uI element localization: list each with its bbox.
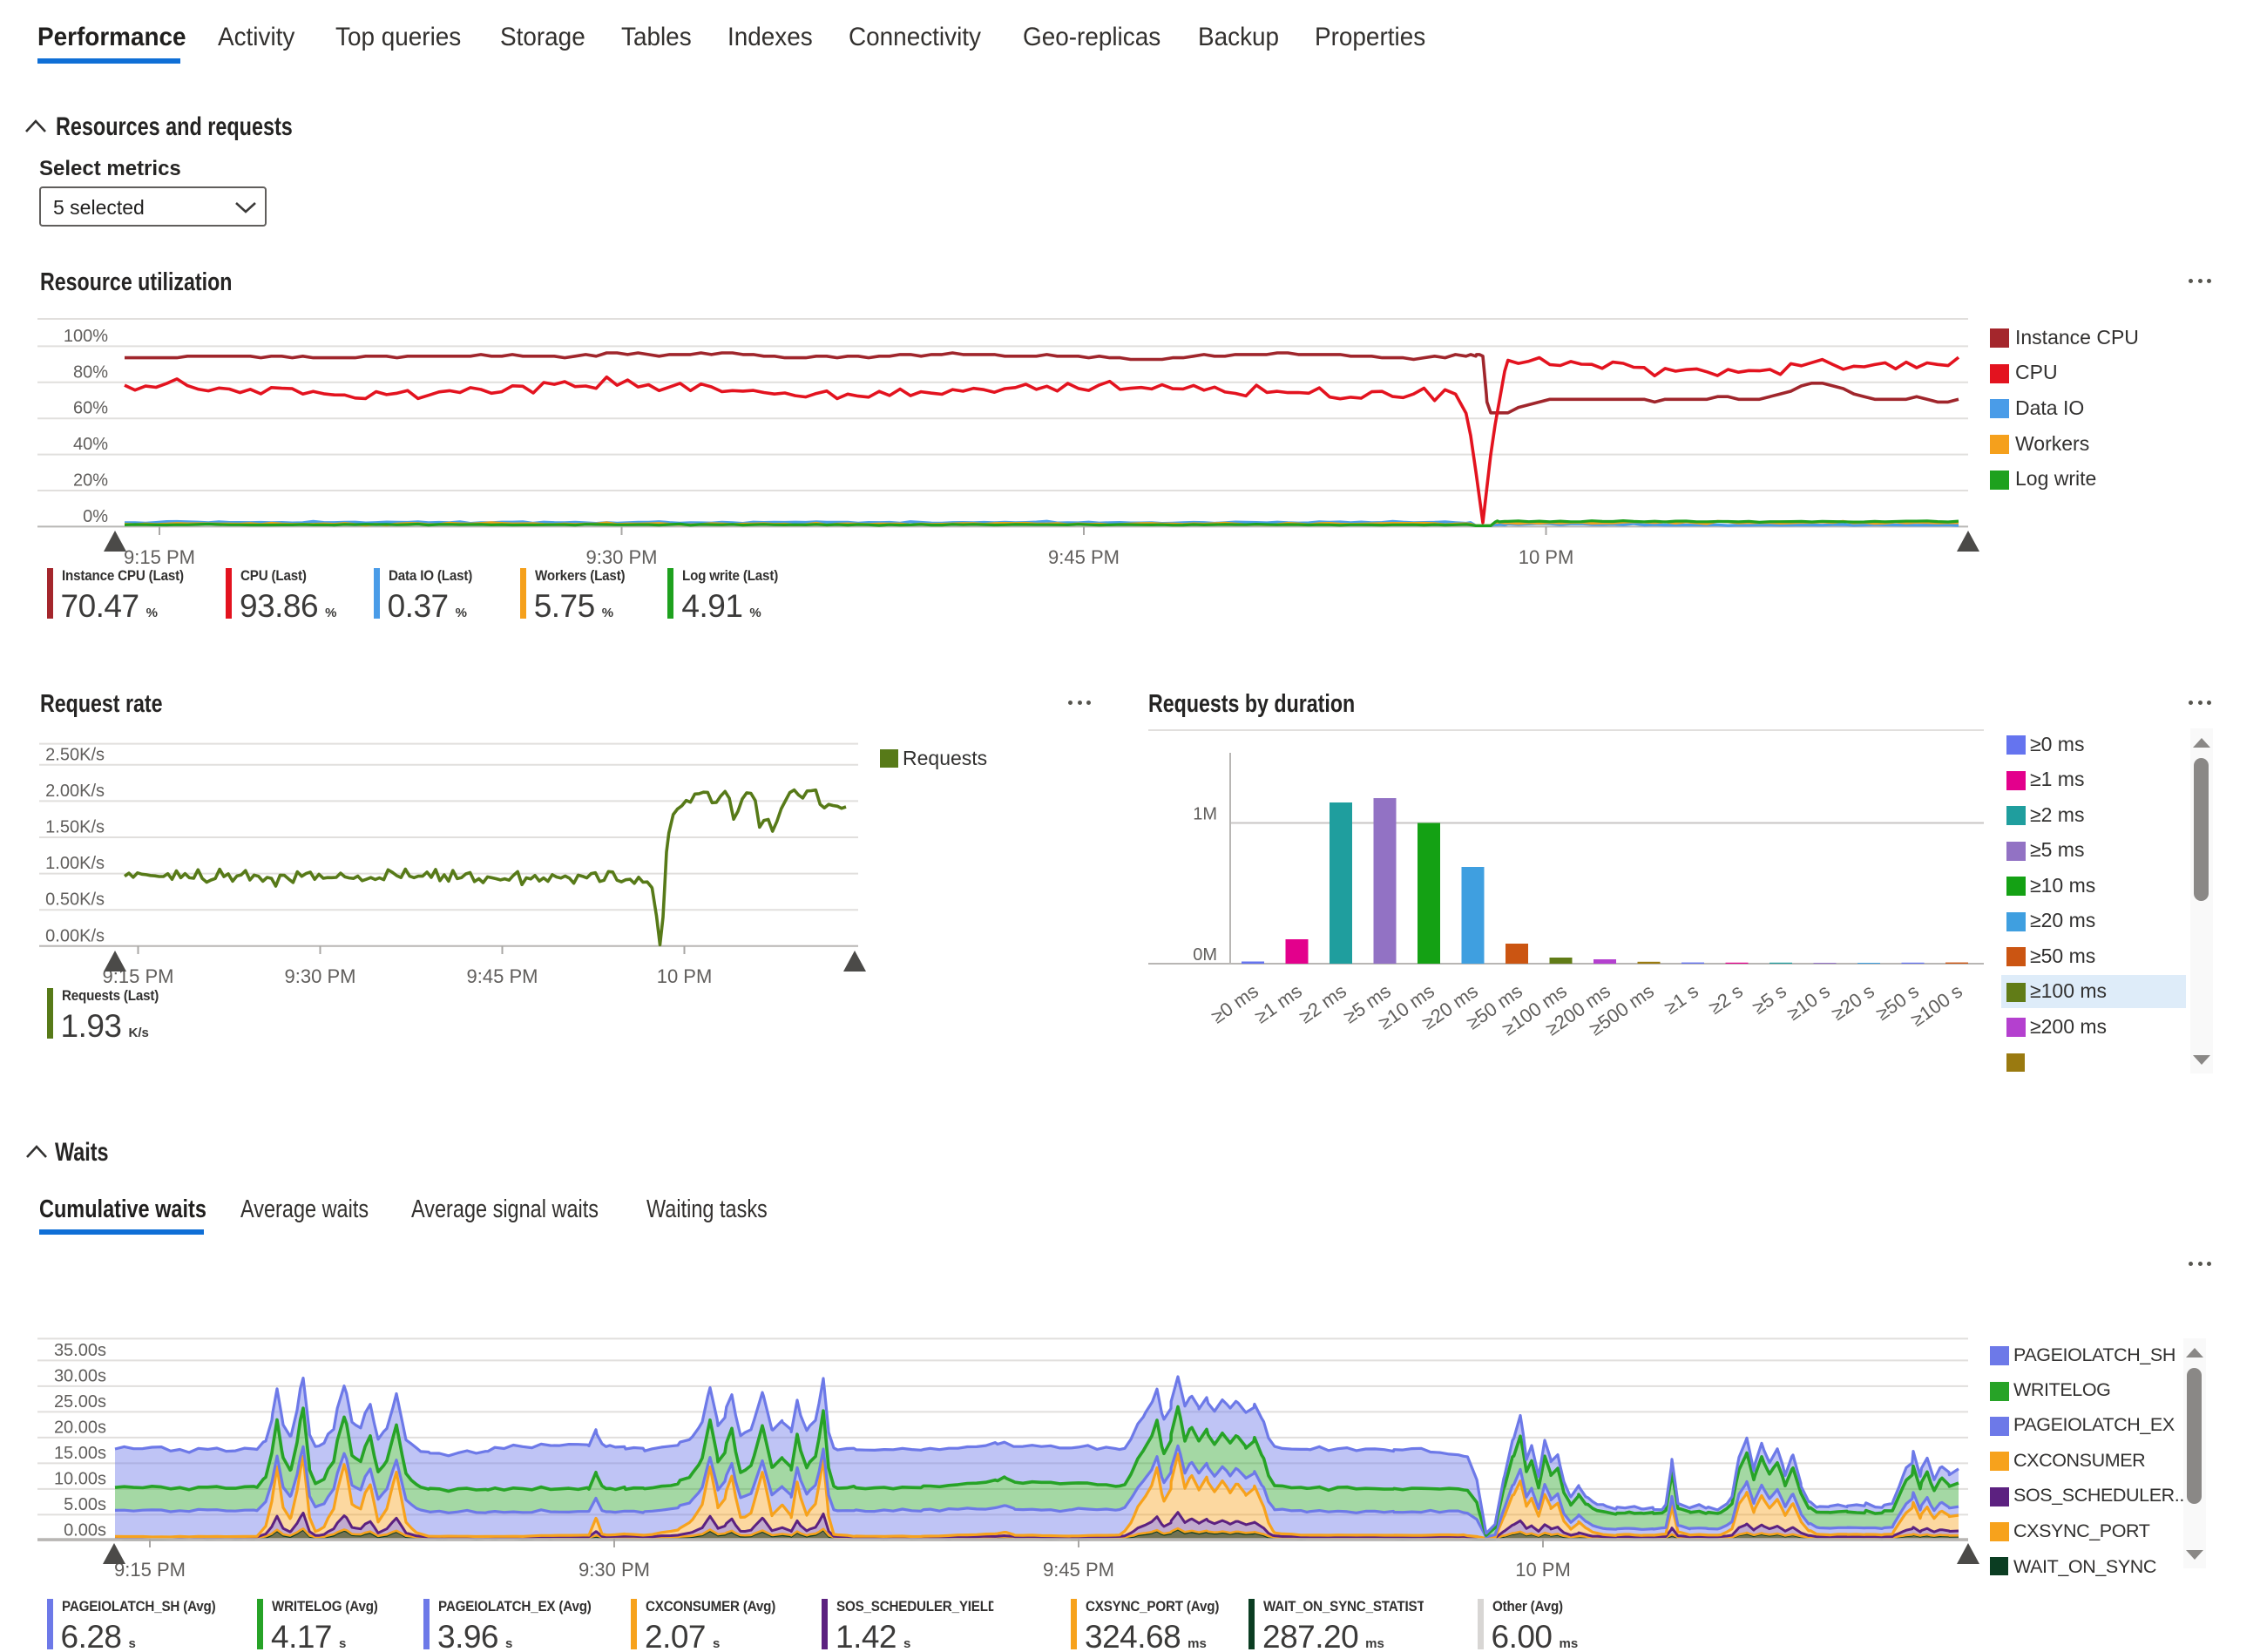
svg-text:35.00s: 35.00s [54, 1341, 106, 1360]
svg-text:80%: 80% [73, 362, 108, 382]
svg-text:0M: 0M [1193, 945, 1217, 965]
svg-text:≥100 s: ≥100 s [1907, 980, 1966, 1031]
svg-text:100%: 100% [64, 327, 108, 346]
svg-text:30.00s: 30.00s [54, 1366, 106, 1385]
svg-text:9:15 PM: 9:15 PM [124, 546, 195, 568]
svg-text:10 PM: 10 PM [657, 965, 713, 987]
svg-text:≥1 ms: ≥1 ms [1251, 980, 1306, 1028]
svg-text:25.00s: 25.00s [54, 1392, 106, 1412]
svg-text:9:45 PM: 9:45 PM [1043, 1559, 1114, 1581]
svg-text:0.00s: 0.00s [64, 1520, 106, 1540]
svg-text:≥1 s: ≥1 s [1661, 980, 1702, 1019]
svg-text:9:45 PM: 9:45 PM [1048, 546, 1120, 568]
svg-text:5.00s: 5.00s [64, 1495, 106, 1514]
svg-text:≥5 s: ≥5 s [1749, 980, 1790, 1019]
svg-text:2.50K/s: 2.50K/s [45, 745, 105, 764]
svg-text:15.00s: 15.00s [54, 1444, 106, 1463]
svg-text:9:30 PM: 9:30 PM [586, 546, 658, 568]
svg-text:0%: 0% [83, 507, 108, 526]
svg-text:≥10 s: ≥10 s [1783, 980, 1834, 1025]
svg-text:1M: 1M [1193, 805, 1217, 824]
svg-text:9:30 PM: 9:30 PM [285, 965, 356, 987]
svg-text:10.00s: 10.00s [54, 1469, 106, 1488]
svg-text:≥2 s: ≥2 s [1705, 980, 1747, 1019]
svg-text:10 PM: 10 PM [1519, 546, 1574, 568]
svg-text:40%: 40% [73, 435, 108, 454]
svg-text:9:45 PM: 9:45 PM [467, 965, 538, 987]
svg-text:9:30 PM: 9:30 PM [579, 1559, 650, 1581]
svg-text:10 PM: 10 PM [1515, 1559, 1571, 1581]
svg-text:60%: 60% [73, 399, 108, 418]
svg-text:1.00K/s: 1.00K/s [45, 854, 105, 873]
svg-text:0.50K/s: 0.50K/s [45, 890, 105, 910]
svg-text:≥2 ms: ≥2 ms [1296, 980, 1350, 1028]
svg-text:0.00K/s: 0.00K/s [45, 926, 105, 945]
svg-text:≥20 s: ≥20 s [1828, 980, 1878, 1025]
svg-text:2.00K/s: 2.00K/s [45, 782, 105, 801]
svg-text:20%: 20% [73, 471, 108, 491]
svg-text:≥0 ms: ≥0 ms [1208, 980, 1262, 1028]
svg-text:1.50K/s: 1.50K/s [45, 818, 105, 837]
svg-text:20.00s: 20.00s [54, 1418, 106, 1437]
svg-text:9:15 PM: 9:15 PM [114, 1559, 186, 1581]
